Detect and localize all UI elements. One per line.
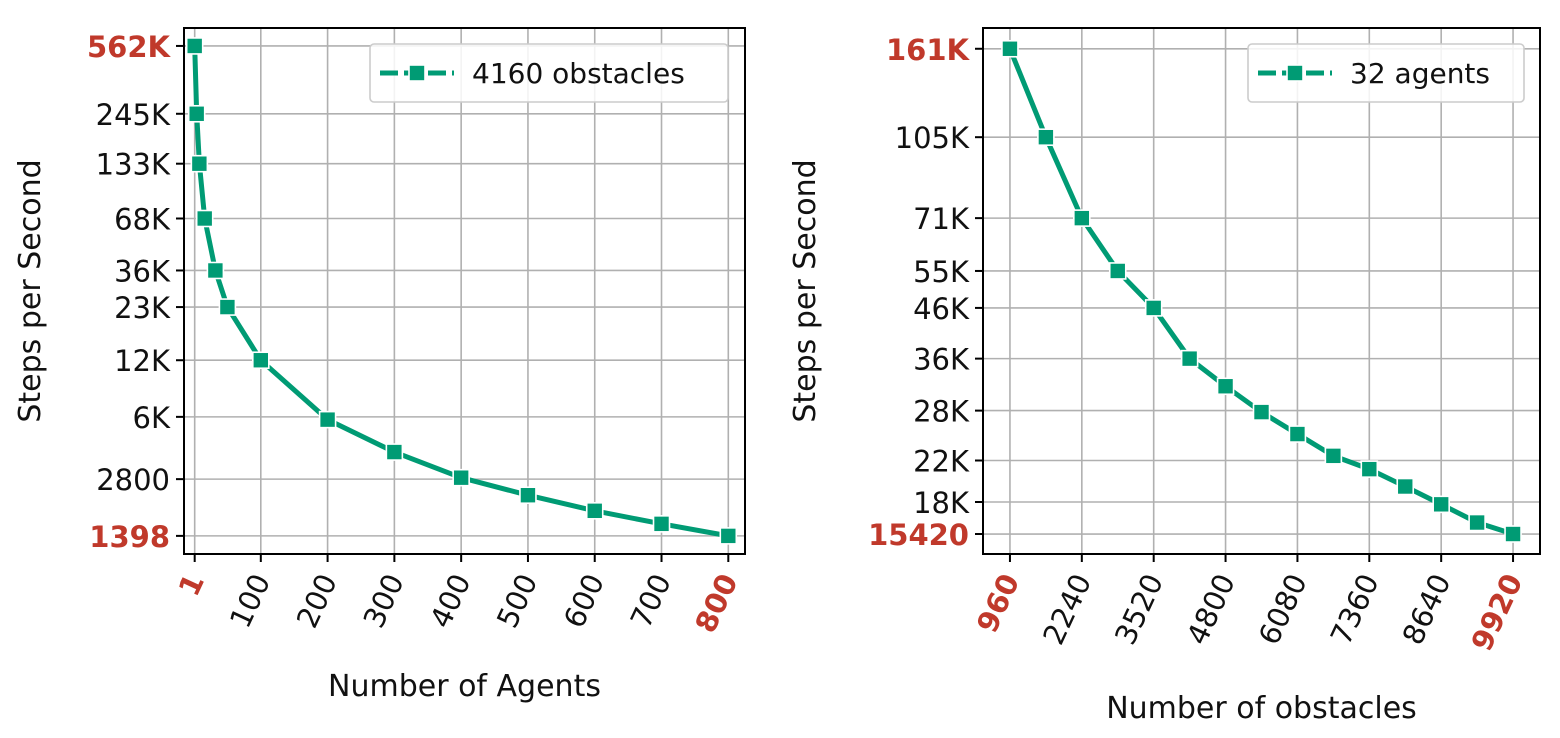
data-point (652, 515, 671, 533)
data-point (218, 298, 237, 316)
data-point (1432, 495, 1450, 514)
y-tick-label: 23K (114, 291, 171, 325)
data-point (1073, 209, 1091, 227)
data-point (195, 209, 214, 228)
plot-frame (183, 27, 746, 555)
x-tick-label: 3520 (1108, 569, 1170, 650)
x-tick-label: 4800 (1180, 569, 1242, 650)
legend-label: 32 agents (1350, 57, 1490, 90)
data-point (187, 104, 206, 123)
data-point (185, 37, 204, 55)
x-tick-label: 700 (624, 569, 678, 634)
y-tick-label: 105K (895, 121, 970, 155)
data-point (1252, 403, 1271, 421)
x-tick-label: 600 (557, 569, 611, 634)
x-tick-label: 800 (688, 569, 744, 638)
y-axis-label: Steps per Second (788, 159, 823, 422)
grid (983, 28, 1540, 554)
data-point (1288, 425, 1307, 443)
y-tick-label: 12K (114, 344, 171, 378)
data-point (318, 410, 337, 429)
legend-box (1247, 43, 1525, 103)
y-tick-label: 55K (913, 255, 970, 289)
data-point (1468, 513, 1486, 532)
legend: 32 agents (1247, 43, 1525, 103)
y-tick-label: 18K (913, 486, 970, 520)
data-point (1504, 525, 1522, 543)
x-tick-label: 500 (490, 569, 544, 634)
x-tick-label: 2240 (1036, 569, 1098, 650)
plot-frame (982, 27, 1541, 555)
data-point (1360, 460, 1379, 478)
x-tick-label: 100 (223, 569, 277, 634)
x-tick-label: 6080 (1252, 569, 1314, 650)
legend-marker (408, 64, 426, 82)
x-tick-label: 1 (172, 569, 211, 602)
y-tick-label: 1398 (89, 520, 170, 554)
y-tick-label: 2800 (96, 463, 170, 497)
y-tick-label: 562K (87, 30, 172, 64)
data-point (252, 351, 270, 370)
data-point (719, 527, 738, 545)
data-point (1180, 349, 1199, 368)
data-point (1216, 377, 1235, 396)
x-axis-label: Number of obstacles (1106, 691, 1417, 726)
data-point (1037, 128, 1055, 146)
x-axis-label: Number of Agents (328, 669, 601, 704)
data-point (385, 443, 404, 461)
legend-marker (1286, 64, 1304, 82)
x-tick-label: 400 (423, 569, 477, 634)
y-axis-label: Steps per Second (13, 159, 48, 422)
x-tick-label: 200 (290, 569, 344, 634)
y-tick-label: 28K (913, 395, 970, 429)
legend-box (369, 43, 729, 103)
data-point (190, 154, 209, 173)
y-tick-label: 133K (96, 148, 171, 182)
y-tick-label: 71K (913, 202, 970, 236)
y-tick-label: 36K (913, 343, 970, 377)
series-line (192, 45, 729, 539)
data-point (1001, 39, 1019, 58)
x-tick-label: 300 (357, 569, 411, 634)
y-tick-label: 36K (114, 254, 171, 288)
data-point (585, 502, 604, 520)
x-tick-label: 8640 (1396, 569, 1458, 650)
legend-label: 4160 obstacles (472, 57, 685, 90)
y-tick-label: 161K (886, 33, 971, 67)
data-point (1324, 447, 1343, 465)
y-tick-label: 15420 (868, 518, 969, 552)
x-tick-label: 960 (970, 569, 1026, 638)
y-tick-label: 22K (913, 445, 970, 479)
y-tick-label: 245K (96, 98, 171, 132)
legend: 4160 obstacles (369, 43, 729, 103)
y-tick-label: 68K (114, 203, 171, 237)
data-point (1396, 477, 1415, 496)
data-point (206, 261, 225, 280)
data-point (452, 468, 470, 487)
x-tick-label: 9920 (1464, 569, 1529, 657)
x-tick-label: 7360 (1324, 569, 1386, 650)
data-point (1144, 299, 1163, 317)
y-tick-label: 46K (913, 292, 970, 326)
data-point (519, 486, 537, 505)
y-tick-label: 6K (133, 401, 171, 435)
data-point (1108, 262, 1127, 280)
